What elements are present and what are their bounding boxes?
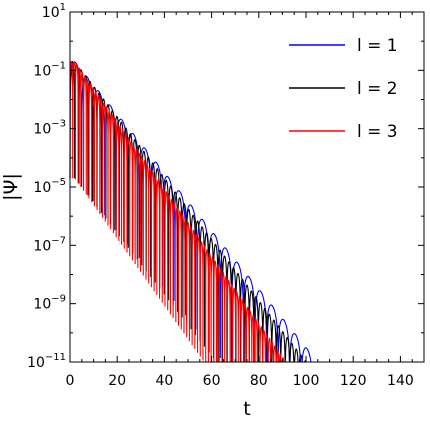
y-tick-label: 10−5 (33, 177, 66, 196)
y-axis-label: |Ψ| (0, 173, 22, 201)
x-tick-label: 120 (340, 373, 367, 389)
y-tick-label: 10−1 (33, 60, 66, 79)
x-tick-label: 60 (203, 373, 221, 389)
y-tick-label: 10−9 (33, 294, 66, 313)
x-tick-label: 20 (108, 373, 126, 389)
legend: l = 1 l = 2 l = 3 (289, 36, 398, 142)
x-axis-label: t (243, 398, 250, 420)
y-tick-label: 10−11 (27, 352, 66, 371)
x-tick-label: 100 (293, 373, 320, 389)
x-tick-label: 40 (155, 373, 173, 389)
y-axis: 10−11 10−9 10−7 10−5 10−3 10−1 101 (27, 2, 424, 371)
plot-series (69, 60, 424, 364)
x-tick-label: 140 (387, 373, 414, 389)
series-line-3 (69, 61, 288, 364)
y-tick-label: 10−3 (33, 119, 66, 138)
legend-label-1: l = 1 (357, 36, 398, 56)
legend-label-2: l = 2 (357, 79, 398, 99)
y-tick-label: 101 (42, 2, 66, 21)
x-axis: 0 20 40 60 80 100 120 140 (66, 12, 414, 389)
x-tick-label: 80 (250, 373, 268, 389)
legend-label-3: l = 3 (357, 122, 398, 142)
y-tick-label: 10−7 (33, 235, 66, 254)
x-tick-label: 0 (66, 373, 75, 389)
